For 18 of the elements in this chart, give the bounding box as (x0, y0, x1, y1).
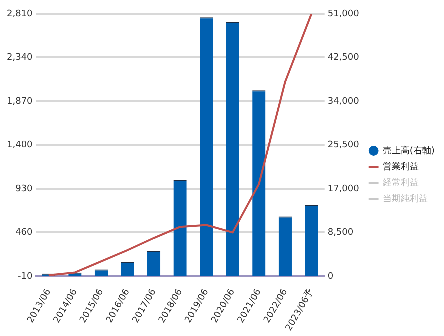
legend-label: 経常利益 (382, 177, 419, 188)
y-tick-label: 1,400 (7, 140, 34, 151)
y-tick-label: -10 (18, 272, 34, 282)
legend-label: 売上高(右軸) (382, 145, 435, 156)
y2-tick-label: 17,000 (328, 184, 360, 194)
y2-tick-label: 8,500 (328, 228, 354, 238)
y2-tick-label: 0 (328, 272, 334, 282)
y2-tick-label: 25,500 (328, 140, 360, 151)
legend-label: 営業利益 (382, 161, 419, 172)
y-tick-label: 2,340 (7, 53, 34, 64)
y2-tick-label: 51,000 (328, 9, 360, 20)
y2-tick-label: 42,500 (328, 53, 360, 64)
y-tick-label: 2,810 (7, 9, 34, 20)
legend-label: 当期純利益 (382, 193, 428, 204)
y-tick-label: 930 (16, 184, 34, 194)
y-tick-label: 460 (16, 228, 34, 238)
y2-tick-label: 34,000 (328, 96, 360, 107)
y-tick-label: 1,870 (7, 96, 34, 107)
